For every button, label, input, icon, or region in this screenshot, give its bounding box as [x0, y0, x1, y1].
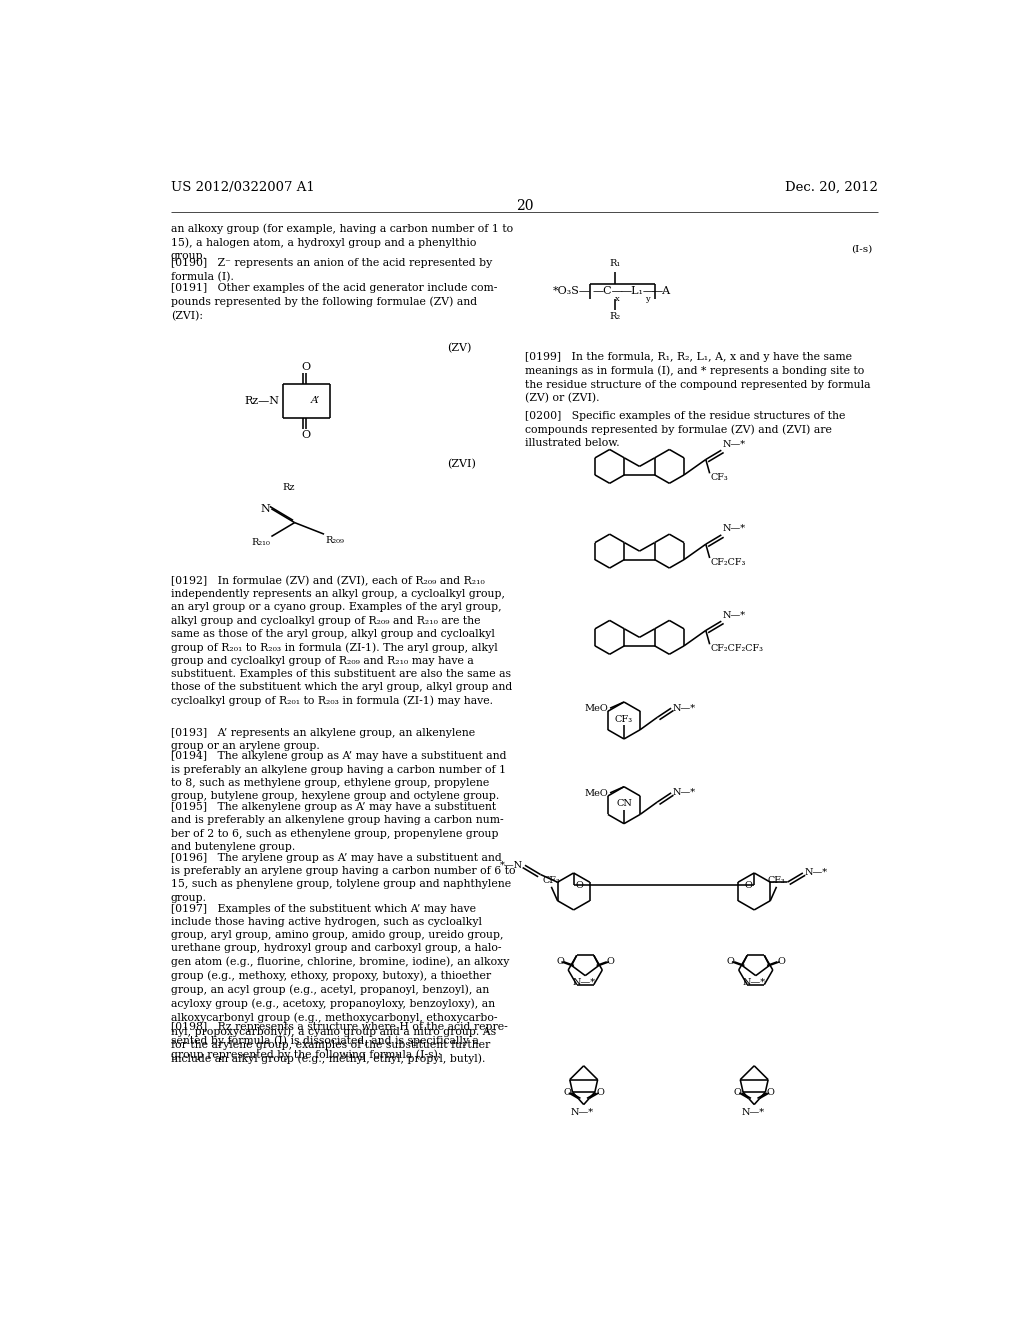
Text: O: O — [767, 1088, 774, 1097]
Text: *O₃S—: *O₃S— — [553, 286, 591, 296]
Text: N—*: N—* — [570, 1107, 594, 1117]
Text: —L₁—: —L₁— — [621, 286, 655, 296]
Text: R₂₁₀: R₂₁₀ — [251, 539, 270, 546]
Text: N—*: N—* — [723, 440, 745, 449]
Text: [0194]   The alkylene group as A’ may have a substituent and
is preferably an al: [0194] The alkylene group as A’ may have… — [171, 751, 506, 801]
Text: N—*: N—* — [723, 611, 745, 619]
Text: CF₃: CF₃ — [768, 876, 785, 886]
Text: CN: CN — [616, 800, 632, 808]
Text: O: O — [606, 957, 614, 966]
Text: [0193]   A’ represents an alkylene group, an alkenylene
group or an arylene grou: [0193] A’ represents an alkylene group, … — [171, 729, 475, 751]
Text: MeO: MeO — [585, 705, 608, 713]
Text: N—*: N—* — [741, 1107, 764, 1117]
Text: R₁: R₁ — [609, 259, 621, 268]
Text: O: O — [726, 957, 734, 966]
Text: US 2012/0322007 A1: US 2012/0322007 A1 — [171, 181, 314, 194]
Text: O: O — [734, 1088, 741, 1097]
Text: Dec. 20, 2012: Dec. 20, 2012 — [785, 181, 879, 194]
Text: O: O — [302, 430, 311, 440]
Text: N: N — [260, 504, 270, 513]
Text: —A: —A — [652, 286, 671, 296]
Text: O: O — [596, 1088, 604, 1097]
Text: [0195]   The alkenylene group as A’ may have a substituent
and is preferably an : [0195] The alkenylene group as A’ may ha… — [171, 803, 503, 851]
Text: N—*: N—* — [805, 869, 827, 878]
Text: (ZVI): (ZVI) — [447, 459, 476, 469]
Text: (I-s): (I-s) — [851, 244, 872, 253]
Text: R₂₀₉: R₂₀₉ — [326, 536, 344, 545]
Text: 20: 20 — [516, 199, 534, 213]
Text: O: O — [556, 957, 564, 966]
Text: CF₂CF₃: CF₂CF₃ — [711, 558, 745, 568]
Text: N—*: N—* — [673, 704, 695, 713]
Text: Rz—N: Rz—N — [244, 396, 280, 407]
Text: N—*: N—* — [742, 978, 766, 987]
Text: y: y — [645, 294, 649, 302]
Text: [0192]   In formulae (ZV) and (ZVI), each of R₂₀₉ and R₂₁₀
independently represe: [0192] In formulae (ZV) and (ZVI), each … — [171, 576, 512, 706]
Text: [0191]   Other examples of the acid generator include com-
pounds represented by: [0191] Other examples of the acid genera… — [171, 284, 497, 321]
Text: MeO: MeO — [585, 789, 608, 799]
Text: (ZV): (ZV) — [447, 343, 472, 354]
Text: O: O — [575, 880, 583, 890]
Text: [0190]   Z⁻ represents an anion of the acid represented by
formula (I).: [0190] Z⁻ represents an anion of the aci… — [171, 259, 492, 282]
Text: N—*: N—* — [572, 978, 595, 987]
Text: [0196]   The arylene group as A’ may have a substituent and
is preferably an ary: [0196] The arylene group as A’ may have … — [171, 853, 515, 903]
Text: x: x — [614, 294, 620, 302]
Text: O: O — [744, 880, 753, 890]
Text: [0199]   In the formula, R₁, R₂, L₁, A, x and y have the same
meanings as in for: [0199] In the formula, R₁, R₂, L₁, A, x … — [524, 352, 870, 404]
Text: O: O — [302, 362, 311, 372]
Text: CF₃: CF₃ — [711, 474, 728, 482]
Text: CF₃: CF₃ — [543, 876, 560, 886]
Text: Rz: Rz — [283, 483, 295, 492]
Text: [0200]   Specific examples of the residue structures of the
compounds represente: [0200] Specific examples of the residue … — [524, 411, 845, 449]
Text: [0197]   Examples of the substituent which A’ may have
include those having acti: [0197] Examples of the substituent which… — [171, 904, 509, 1064]
Text: A’: A’ — [311, 396, 321, 405]
Text: N—*: N—* — [723, 524, 745, 533]
Text: O: O — [563, 1088, 571, 1097]
Text: R₂: R₂ — [609, 312, 621, 321]
Text: O: O — [777, 957, 785, 966]
Text: [0198]   Rz represents a structure where H of the acid repre-
sented by formula : [0198] Rz represents a structure where H… — [171, 1022, 507, 1060]
Text: an alkoxy group (for example, having a carbon number of 1 to
15), a halogen atom: an alkoxy group (for example, having a c… — [171, 223, 513, 261]
Text: *—N: *—N — [501, 861, 523, 870]
Text: CF₂CF₂CF₃: CF₂CF₂CF₃ — [711, 644, 764, 653]
Text: —C—: —C— — [593, 286, 624, 296]
Text: N—*: N—* — [673, 788, 695, 797]
Text: CF₃: CF₃ — [615, 714, 633, 723]
